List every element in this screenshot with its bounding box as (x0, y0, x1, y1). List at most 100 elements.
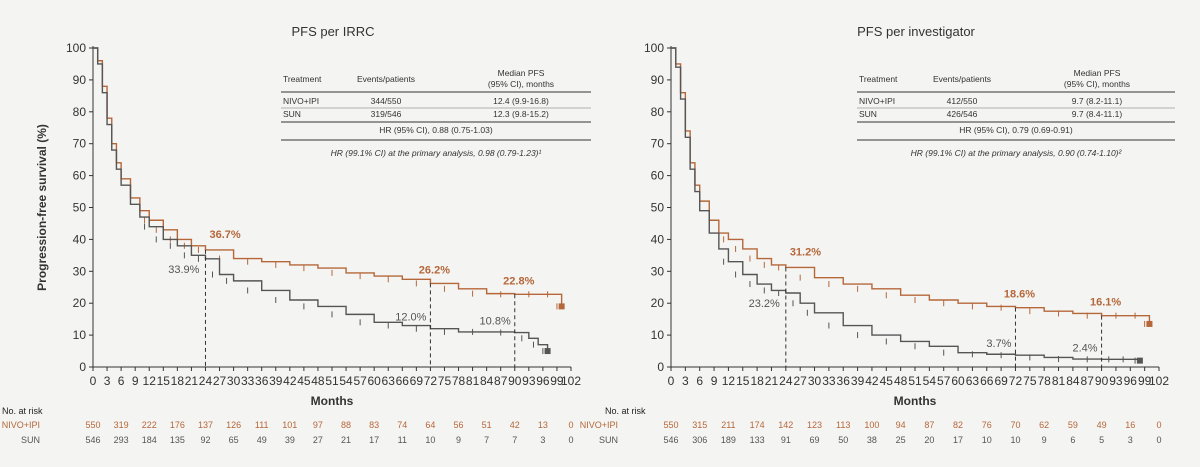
risk-count: 3 (540, 435, 545, 445)
x-tick-label: 51 (908, 374, 922, 388)
risk-count: 176 (170, 420, 185, 430)
risk-row-name: NIVO+IPI (2, 420, 40, 430)
table-treatment: NIVO+IPI (859, 96, 895, 106)
x-tick-label: 39 (851, 374, 865, 388)
annotation-sun: 33.9% (168, 264, 199, 276)
y-tick-label: 80 (73, 105, 87, 119)
risk-count: 9 (1042, 435, 1047, 445)
table-primary-analysis-note: HR (99.1% CI) at the primary analysis, 0… (911, 148, 1123, 158)
x-tick-label: 66 (396, 374, 410, 388)
risk-row-name: SUN (21, 435, 40, 445)
panel-1: PFS per investigator01020304050607080901… (580, 24, 1175, 445)
series-line-sun (671, 47, 1141, 361)
annotation-sun: 2.4% (1073, 342, 1098, 354)
risk-count: 101 (282, 420, 297, 430)
x-tick-label: 54 (339, 374, 353, 388)
risk-count: 123 (807, 420, 822, 430)
risk-count: 69 (810, 435, 820, 445)
x-tick-label: 48 (894, 374, 908, 388)
x-tick-label: 15 (157, 374, 171, 388)
x-tick-label: 81 (466, 374, 480, 388)
risk-count: 62 (1039, 420, 1049, 430)
risk-count: 5 (1099, 435, 1104, 445)
annotation-sun: 3.7% (986, 338, 1011, 350)
x-tick-label: 30 (808, 374, 822, 388)
risk-label: No. at risk (2, 406, 43, 416)
risk-count: 10 (1010, 435, 1020, 445)
x-tick-label: 57 (937, 374, 951, 388)
x-tick-label: 78 (452, 374, 466, 388)
risk-count: 76 (982, 420, 992, 430)
x-tick-label: 33 (241, 374, 255, 388)
series-end-marker (1136, 357, 1143, 364)
table-treatment: SUN (859, 109, 877, 119)
x-tick-label: 63 (966, 374, 980, 388)
x-tick-label: 18 (171, 374, 185, 388)
x-tick-label: 81 (1052, 374, 1066, 388)
table-events: 344/550 (371, 96, 402, 106)
x-tick-label: 84 (480, 374, 494, 388)
y-tick-label: 30 (651, 264, 665, 278)
x-tick-label: 63 (382, 374, 396, 388)
y-tick-label: 50 (651, 201, 665, 215)
x-tick-label: 15 (736, 374, 750, 388)
x-tick-label: 48 (311, 374, 325, 388)
x-tick-label: 99 (1138, 374, 1152, 388)
chart-title: PFS per investigator (857, 24, 975, 39)
table-header-events: Events/patients (933, 74, 991, 84)
annotation-nivo-ipi: 26.2% (419, 264, 450, 276)
table-header-ci: (95% CI), months (488, 79, 554, 89)
y-tick-label: 50 (73, 201, 87, 215)
series-end-marker (544, 348, 551, 355)
x-tick-label: 75 (438, 374, 452, 388)
stats-table: Treatment Events/patients Median PFS(95% C… (281, 68, 591, 158)
risk-count: 142 (778, 420, 793, 430)
x-tick-label: 9 (711, 374, 718, 388)
risk-count: 7 (484, 435, 489, 445)
table-header-median: Median PFS (1074, 68, 1121, 78)
x-tick-label: 90 (508, 374, 522, 388)
risk-count: 91 (781, 435, 791, 445)
table-header-median: Median PFS (498, 68, 545, 78)
annotation-nivo-ipi: 22.8% (503, 275, 534, 287)
x-tick-label: 102 (561, 374, 581, 388)
y-tick-label: 0 (657, 360, 664, 374)
x-tick-label: 78 (1037, 374, 1051, 388)
risk-count: 49 (257, 435, 267, 445)
x-tick-label: 6 (118, 374, 125, 388)
x-tick-label: 24 (779, 374, 793, 388)
risk-count: 59 (1068, 420, 1078, 430)
x-tick-label: 36 (255, 374, 269, 388)
table-events: 426/546 (947, 109, 978, 119)
risk-count: 17 (953, 435, 963, 445)
y-tick-label: 60 (651, 169, 665, 183)
table-hr: HR (95% CI), 0.79 (0.69-0.91) (959, 125, 1073, 135)
y-tick-label: 70 (651, 137, 665, 151)
risk-count: 546 (663, 435, 678, 445)
risk-count: 10 (982, 435, 992, 445)
risk-count: 83 (369, 420, 379, 430)
x-tick-label: 3 (682, 374, 689, 388)
x-tick-label: 42 (283, 374, 297, 388)
x-tick-label: 87 (494, 374, 508, 388)
risk-count: 315 (692, 420, 707, 430)
x-tick-label: 96 (1124, 374, 1138, 388)
risk-count: 56 (454, 420, 464, 430)
risk-count: 174 (750, 420, 765, 430)
risk-count: 49 (1097, 420, 1107, 430)
x-tick-label: 69 (410, 374, 424, 388)
table-header-treatment: Treatment (859, 74, 898, 84)
table-median: 12.4 (9.9-16.8) (493, 96, 549, 106)
x-tick-label: 33 (822, 374, 836, 388)
risk-count: 135 (170, 435, 185, 445)
risk-count: 10 (425, 435, 435, 445)
y-tick-label: 40 (651, 232, 665, 246)
y-tick-label: 60 (73, 169, 87, 183)
x-axis-label: Months (311, 394, 354, 408)
risk-count: 9 (456, 435, 461, 445)
risk-count: 65 (229, 435, 239, 445)
table-primary-analysis-note: HR (99.1% CI) at the primary analysis, 0… (331, 148, 542, 158)
risk-count: 87 (924, 420, 934, 430)
